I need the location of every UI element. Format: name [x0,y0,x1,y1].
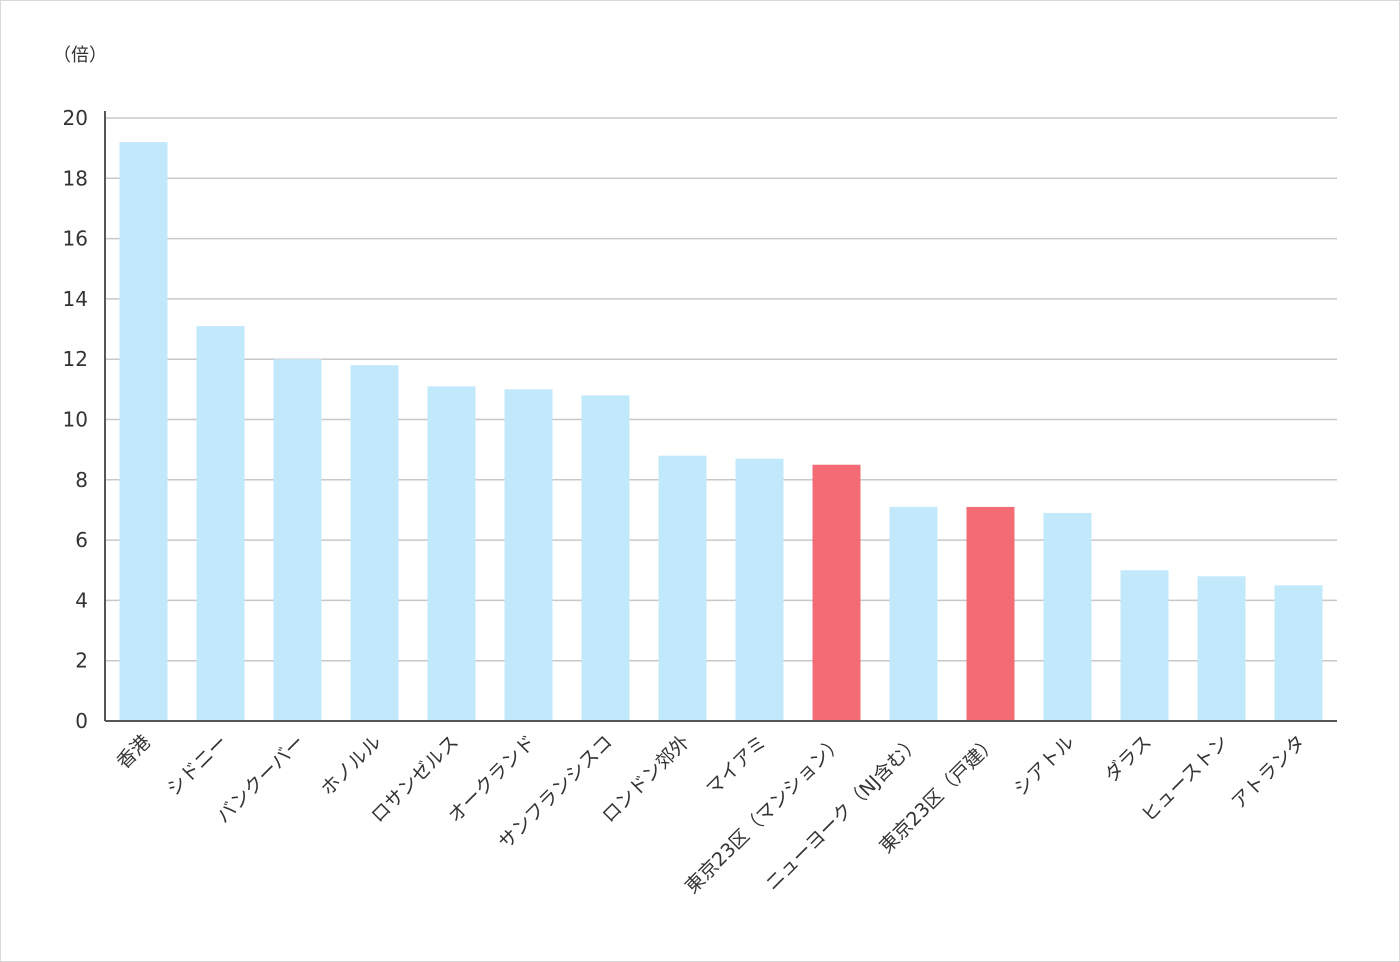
x-tick-label: ニューヨーク（NJ含む） [761,731,925,895]
y-tick-label: 10 [63,408,88,432]
bar-12 [1043,512,1092,721]
bar-0 [119,142,168,721]
bar-1 [196,326,245,721]
y-tick-label: 16 [63,227,88,251]
y-tick-label: 18 [63,166,88,190]
x-tick-label: 東京23区（マンション） [681,731,848,898]
y-tick-label: 2 [75,649,88,673]
bar-15 [1274,585,1323,721]
x-tick-label: ダラス [1100,731,1156,787]
x-tick-label: アトランタ [1227,731,1310,814]
y-tick-label: 6 [75,528,88,552]
bar-9 [812,464,861,721]
bar-7 [658,455,707,721]
y-tick-label: 14 [63,287,88,311]
y-tick-label: 8 [75,468,88,492]
bar-4 [427,386,476,721]
y-tick-label: 4 [75,588,88,612]
y-tick-label: 12 [63,347,88,371]
bar-3 [350,365,399,721]
y-tick-labels: 0 2 4 6 8 10 12 14 16 18 20 [63,106,88,733]
axes [104,111,1337,722]
y-unit-label: （倍） [53,45,107,66]
x-tick-label: シドニー [163,731,232,800]
bar-2 [273,359,322,721]
bar-11 [966,506,1015,721]
bar-10 [889,506,938,721]
x-tick-label: マイアミ [702,731,771,800]
y-tick-label: 0 [75,709,88,733]
y-tick-label: 20 [63,106,88,130]
bar-13 [1120,570,1169,721]
bar-14 [1197,576,1246,721]
x-tick-label: 香港 [113,731,155,773]
bar-8 [735,458,784,721]
x-tick-label: シアトル [1010,731,1079,800]
bar-6 [581,395,630,721]
x-tick-label: ホノルル [317,731,386,800]
bars [119,142,1323,721]
bar-5 [504,389,553,721]
